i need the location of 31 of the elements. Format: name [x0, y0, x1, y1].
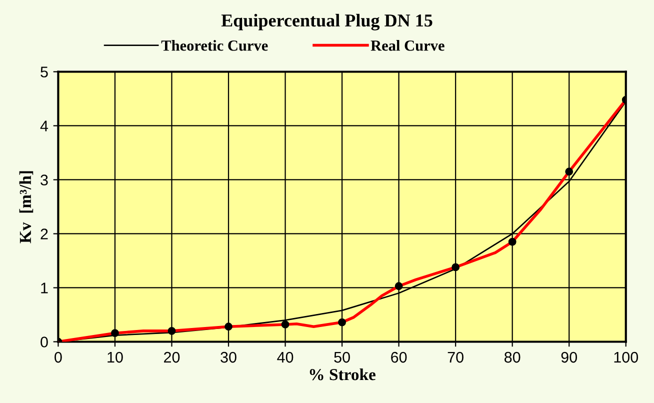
legend-label: Real Curve — [370, 40, 444, 51]
point — [281, 320, 290, 328]
point — [224, 322, 232, 331]
point — [111, 329, 119, 338]
x-tick-label: 0 — [54, 352, 62, 363]
y-tick-label: 5 — [40, 66, 48, 78]
point — [452, 263, 460, 272]
y-tick-label: 0 — [40, 336, 48, 348]
x-tick-label: 40 — [277, 352, 294, 363]
y-tick-label: 1 — [41, 282, 48, 294]
x-tick-label: 20 — [164, 352, 180, 363]
x-tick-label: 90 — [561, 352, 578, 363]
legend-label: Theoretic Curve — [161, 40, 268, 51]
x-tick-label: 70 — [448, 352, 464, 363]
chart-title: Equipercentual Plug DN 15 — [221, 14, 432, 30]
point — [508, 238, 516, 246]
x-axis-title: % Stroke — [310, 368, 376, 380]
point — [168, 326, 176, 335]
y-tick-label: 2 — [40, 228, 48, 240]
x-tick-label: 80 — [504, 352, 520, 363]
y-tick-label: 3 — [40, 174, 48, 186]
y-tick-label: 4 — [40, 120, 48, 132]
x-tick-label: 10 — [108, 352, 123, 363]
point — [565, 168, 574, 176]
point — [394, 282, 403, 290]
x-tick-label: 30 — [220, 352, 236, 363]
point — [338, 318, 346, 326]
x-tick-label: 100 — [614, 352, 638, 363]
x-tick-label: 60 — [391, 352, 407, 363]
y-axis-title: Kv [m³/h] — [19, 171, 34, 244]
x-tick-label: 50 — [334, 352, 350, 363]
